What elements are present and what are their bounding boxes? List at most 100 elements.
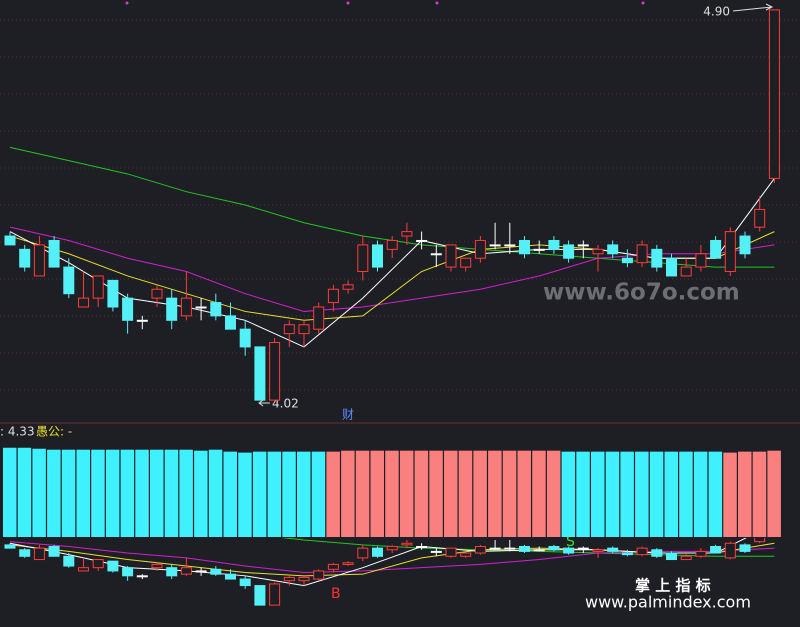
- candle-body: [180, 567, 192, 575]
- candle-body: [136, 575, 148, 578]
- histogram-bar: [76, 449, 90, 537]
- candle-body: [401, 231, 413, 237]
- candle-body: [195, 306, 207, 309]
- histogram-bar: [723, 452, 737, 537]
- candle-body: [372, 244, 383, 268]
- candle-body: [592, 549, 604, 552]
- histogram-bar: [282, 451, 296, 537]
- histogram-bar: [708, 451, 723, 537]
- candle-body: [754, 208, 766, 228]
- histogram-bar: [488, 450, 502, 537]
- dot: [435, 1, 439, 5]
- candle-body: [342, 562, 354, 565]
- watermark: www.6o7o.com: [543, 280, 740, 306]
- candle-body: [254, 346, 266, 401]
- candle-body: [474, 239, 486, 259]
- candle-body: [607, 547, 619, 552]
- candle-body: [680, 555, 692, 561]
- candle-body: [166, 297, 178, 321]
- buy-signal: B: [331, 586, 341, 602]
- candle-body: [519, 239, 530, 255]
- candle-body: [430, 253, 442, 256]
- histogram-bar: [47, 449, 61, 537]
- candle-body: [122, 297, 134, 321]
- brand: 掌 上 指 标: [635, 577, 711, 595]
- candle-body: [710, 546, 722, 554]
- candle-body: [695, 253, 707, 268]
- candle-body: [283, 324, 295, 335]
- candle-body: [151, 563, 163, 569]
- histogram-bar: [3, 447, 17, 537]
- candle-body: [78, 297, 89, 308]
- marker-text: 财: [342, 408, 354, 422]
- candle-body: [225, 315, 236, 330]
- histogram-bar: [105, 449, 120, 537]
- histogram-bar: [179, 449, 193, 537]
- candle-body: [298, 324, 310, 335]
- histogram-bar: [693, 451, 708, 537]
- candle-body: [4, 235, 16, 246]
- candle-body: [416, 239, 428, 242]
- candle-body: [651, 248, 663, 268]
- candle-body: [504, 547, 516, 550]
- candle-body: [78, 567, 89, 572]
- candle-body: [666, 552, 677, 561]
- histogram-bar: [150, 449, 164, 537]
- histogram-bar: [238, 452, 252, 537]
- histogram-bar: [605, 451, 620, 537]
- indicator-panel: [3, 447, 781, 537]
- candle-body: [313, 306, 325, 330]
- candle-body: [151, 288, 163, 299]
- candle-body: [239, 328, 251, 348]
- candle-body: [313, 570, 325, 580]
- histogram-bar: [341, 450, 355, 537]
- candle-body: [563, 547, 575, 554]
- candle-body: [4, 544, 16, 549]
- candle-body: [474, 546, 486, 554]
- candle-body: [636, 244, 648, 264]
- candle-body: [651, 549, 663, 557]
- histogram-bar: [385, 450, 399, 537]
- candle-body: [724, 231, 736, 273]
- histogram-bar: [32, 448, 46, 537]
- candle-body: [92, 559, 104, 569]
- candle-body: [283, 576, 295, 582]
- histogram-bar: [532, 450, 546, 537]
- candle-body: [430, 550, 442, 553]
- candle-body: [63, 555, 75, 567]
- candle-body: [107, 279, 119, 308]
- histogram-bar: [591, 451, 605, 537]
- histogram-bar: [120, 449, 135, 537]
- candle-body: [386, 239, 398, 250]
- candle-body: [298, 576, 310, 582]
- dot: [641, 1, 645, 5]
- candle-body: [19, 549, 31, 557]
- histogram-bar: [91, 449, 105, 537]
- candle-body: [754, 538, 766, 543]
- candle-body: [592, 248, 604, 255]
- histogram-bar: [429, 450, 443, 537]
- sell-signal: S: [566, 534, 575, 550]
- histogram-bar: [311, 451, 326, 537]
- candle-body: [533, 248, 545, 251]
- candle-body: [92, 275, 104, 299]
- candle-body: [533, 549, 545, 552]
- candle-body: [577, 244, 589, 247]
- candle-body: [739, 544, 751, 552]
- histogram-bar: [738, 451, 752, 537]
- candle-body: [680, 266, 692, 277]
- histogram-bar: [194, 450, 208, 537]
- candle-body: [327, 288, 339, 304]
- candle-body: [33, 547, 45, 561]
- candle-body: [136, 319, 148, 322]
- candle-body: [548, 546, 560, 551]
- candle-body: [357, 547, 369, 559]
- histogram-bar: [473, 450, 487, 537]
- candle-body: [357, 244, 369, 273]
- candle-body: [327, 563, 339, 570]
- candle-body: [122, 567, 134, 577]
- candle-body: [695, 550, 707, 557]
- histogram-bar: [444, 450, 458, 537]
- brand-url: www.palmindex.com: [585, 593, 751, 612]
